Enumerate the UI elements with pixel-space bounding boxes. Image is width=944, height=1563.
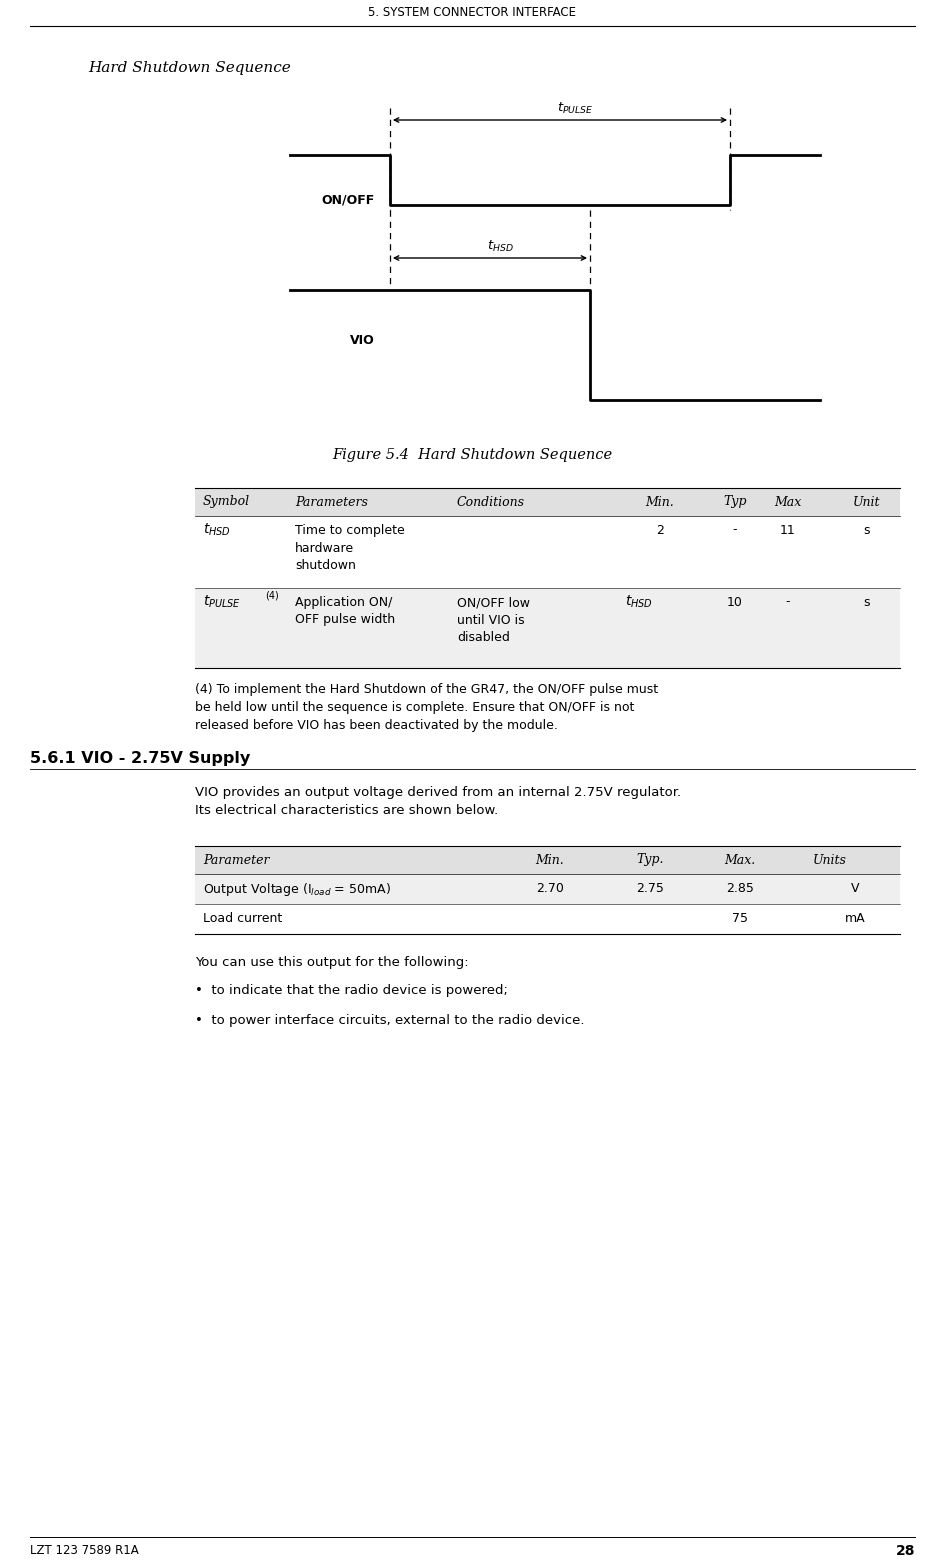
Text: Figure 5.4  Hard Shutdown Sequence: Figure 5.4 Hard Shutdown Sequence: [331, 449, 612, 463]
Text: 5. SYSTEM CONNECTOR INTERFACE: 5. SYSTEM CONNECTOR INTERFACE: [367, 6, 576, 19]
Text: Output Voltage (I$_{load}$ = 50mA): Output Voltage (I$_{load}$ = 50mA): [203, 880, 391, 897]
Text: Max: Max: [773, 495, 801, 508]
Text: Conditions: Conditions: [457, 495, 525, 508]
Bar: [194, 903, 899, 935]
Text: ON/OFF: ON/OFF: [321, 194, 375, 206]
Text: Typ.: Typ.: [635, 853, 663, 866]
Bar: [194, 588, 899, 667]
Text: Hard Shutdown Sequence: Hard Shutdown Sequence: [88, 61, 291, 75]
Text: Units: Units: [812, 853, 846, 866]
Bar: [194, 846, 899, 874]
Text: 28: 28: [895, 1544, 914, 1558]
Text: LZT 123 7589 R1A: LZT 123 7589 R1A: [30, 1544, 139, 1557]
Text: $t_{PULSE}$: $t_{PULSE}$: [556, 100, 593, 116]
Text: Application ON/
OFF pulse width: Application ON/ OFF pulse width: [295, 596, 395, 627]
Text: s: s: [863, 596, 869, 608]
Text: 2.70: 2.70: [535, 883, 564, 896]
Text: 2: 2: [655, 524, 664, 536]
Text: Min.: Min.: [535, 853, 564, 866]
Text: Parameter: Parameter: [203, 853, 269, 866]
Text: •  to indicate that the radio device is powered;: • to indicate that the radio device is p…: [194, 985, 507, 997]
Text: Min.: Min.: [645, 495, 674, 508]
Text: Typ: Typ: [722, 495, 746, 508]
Text: (4) To implement the Hard Shutdown of the GR47, the ON/OFF pulse must
be held lo: (4) To implement the Hard Shutdown of th…: [194, 683, 657, 731]
Text: (4): (4): [264, 591, 278, 602]
Text: Parameters: Parameters: [295, 495, 367, 508]
Text: $t_{HSD}$: $t_{HSD}$: [486, 239, 513, 253]
Text: Max.: Max.: [724, 853, 755, 866]
Text: Time to complete
hardware
shutdown: Time to complete hardware shutdown: [295, 524, 404, 572]
Text: 2.75: 2.75: [635, 883, 664, 896]
Text: Symbol: Symbol: [203, 495, 250, 508]
Text: 10: 10: [726, 596, 742, 608]
Bar: [194, 874, 899, 903]
Text: ON/OFF low
until VIO is
disabled: ON/OFF low until VIO is disabled: [457, 596, 530, 644]
Text: V: V: [850, 883, 858, 896]
Text: mA: mA: [844, 913, 865, 925]
Text: 2.85: 2.85: [725, 883, 753, 896]
Text: Unit: Unit: [852, 495, 880, 508]
Text: $t_{HSD}$: $t_{HSD}$: [203, 522, 230, 538]
Text: 75: 75: [732, 913, 748, 925]
Text: VIO provides an output voltage derived from an internal 2.75V regulator.
Its ele: VIO provides an output voltage derived f…: [194, 786, 681, 817]
Text: -: -: [784, 596, 789, 608]
Text: s: s: [863, 524, 869, 536]
Bar: [194, 516, 899, 588]
Text: 5.6.1 VIO - 2.75V Supply: 5.6.1 VIO - 2.75V Supply: [30, 750, 250, 766]
Text: $t_{HSD}$: $t_{HSD}$: [624, 594, 652, 610]
Text: VIO: VIO: [350, 333, 375, 347]
Text: You can use this output for the following:: You can use this output for the followin…: [194, 957, 468, 969]
Text: -: -: [732, 524, 736, 536]
Text: 11: 11: [780, 524, 795, 536]
Text: $t_{PULSE}$: $t_{PULSE}$: [203, 594, 241, 610]
Text: Load current: Load current: [203, 913, 282, 925]
Bar: [194, 488, 899, 516]
Text: •  to power interface circuits, external to the radio device.: • to power interface circuits, external …: [194, 1014, 584, 1027]
